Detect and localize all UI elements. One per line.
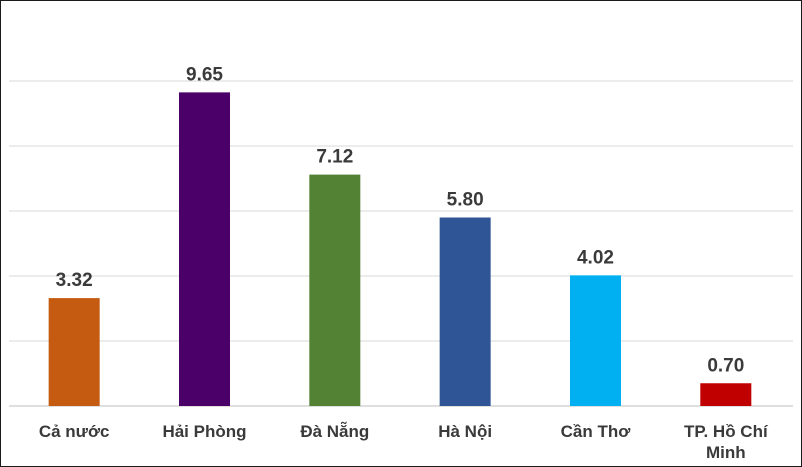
bar [48,298,100,406]
bar [309,174,361,406]
data-label: 3.32 [56,270,93,291]
category-label: Hà Nội [438,422,492,441]
data-label: 9.65 [186,64,223,85]
data-label: 0.70 [707,355,744,376]
data-label: 4.02 [577,247,614,268]
category-label: TP. Hồ Chí Minh [684,422,769,462]
data-label: 7.12 [316,147,353,168]
category-label: Cần Thơ [561,422,632,441]
data-label: 5.80 [447,190,484,211]
category-label: Đà Nẵng [300,421,369,441]
category-label: Cả nước [39,422,110,441]
bar [569,275,621,406]
value-labels: 3.32 9.65 7.12 5.80 4.02 0.70 [56,64,745,376]
category-label: Hải Phòng [162,422,246,441]
bar [700,383,752,406]
category-labels: Cả nước Hải Phòng Đà Nẵng Hà Nội Cần Thơ TP. … [39,421,769,462]
gridlines [9,80,793,407]
bars [48,92,752,406]
bar [178,92,230,406]
bar [439,217,491,406]
